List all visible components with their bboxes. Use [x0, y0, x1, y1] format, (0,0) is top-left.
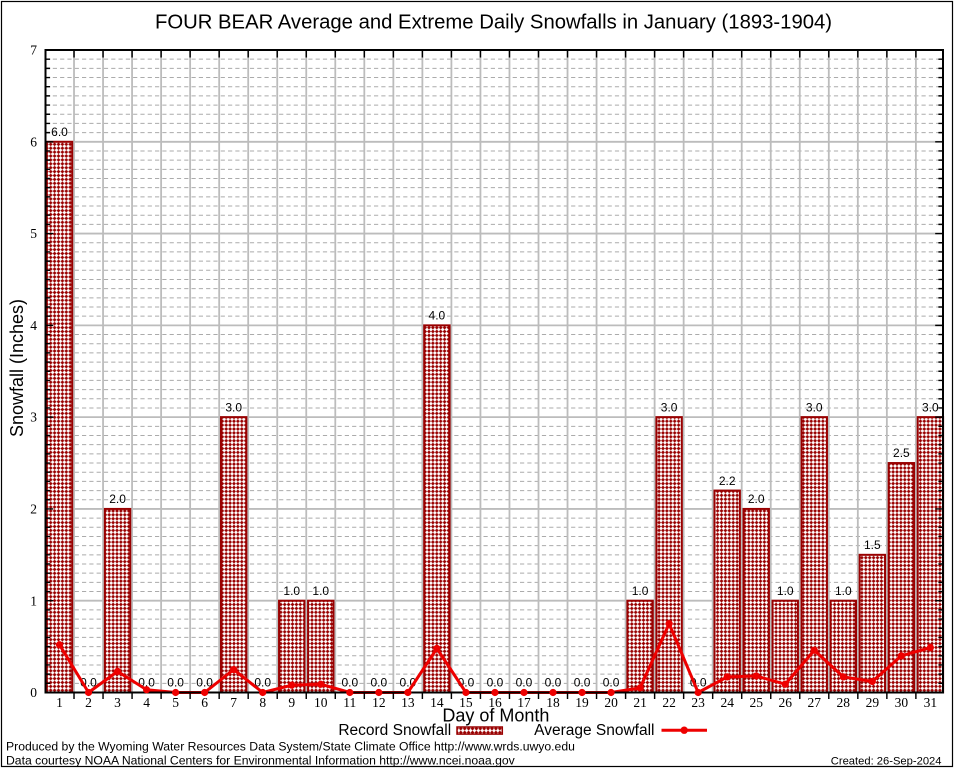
svg-text:5: 5 — [172, 695, 179, 710]
svg-text:18: 18 — [546, 695, 560, 710]
svg-text:16: 16 — [488, 695, 502, 710]
svg-text:30: 30 — [895, 695, 909, 710]
svg-text:28: 28 — [837, 695, 851, 710]
svg-text:Average Snowfall: Average Snowfall — [534, 722, 654, 739]
svg-text:0: 0 — [30, 685, 37, 700]
svg-text:0.0: 0.0 — [603, 676, 620, 690]
svg-text:24: 24 — [720, 695, 734, 710]
svg-text:3.0: 3.0 — [661, 400, 678, 414]
svg-text:1.0: 1.0 — [777, 584, 794, 598]
svg-text:8: 8 — [259, 695, 266, 710]
svg-text:22: 22 — [662, 695, 676, 710]
svg-text:1.0: 1.0 — [632, 584, 649, 598]
svg-text:31: 31 — [924, 695, 938, 710]
svg-text:2.5: 2.5 — [893, 446, 910, 460]
svg-text:13: 13 — [401, 695, 415, 710]
svg-text:4: 4 — [143, 695, 150, 710]
svg-text:7: 7 — [30, 43, 37, 58]
svg-text:11: 11 — [343, 695, 356, 710]
svg-text:29: 29 — [866, 695, 880, 710]
svg-text:Snowfall (Inches): Snowfall (Inches) — [7, 299, 27, 437]
svg-text:Created: 26-Sep-2024: Created: 26-Sep-2024 — [831, 755, 942, 767]
svg-text:4: 4 — [30, 318, 37, 333]
svg-text:9: 9 — [288, 695, 295, 710]
svg-text:1: 1 — [30, 593, 37, 608]
svg-text:19: 19 — [575, 695, 589, 710]
svg-text:3.0: 3.0 — [922, 400, 939, 414]
svg-text:Data courtesy NOAA National Ce: Data courtesy NOAA National Centers for … — [6, 753, 516, 767]
svg-text:12: 12 — [372, 695, 386, 710]
svg-text:25: 25 — [749, 695, 763, 710]
svg-text:5: 5 — [30, 226, 37, 241]
svg-text:23: 23 — [691, 695, 705, 710]
svg-text:1.0: 1.0 — [312, 584, 329, 598]
svg-text:Day of Month: Day of Month — [442, 706, 549, 726]
svg-text:27: 27 — [808, 695, 822, 710]
svg-text:1.5: 1.5 — [864, 538, 881, 552]
svg-text:14: 14 — [430, 695, 444, 710]
svg-text:1.0: 1.0 — [835, 584, 852, 598]
svg-text:Record Snowfall: Record Snowfall — [338, 722, 451, 739]
svg-text:2.0: 2.0 — [748, 492, 765, 506]
svg-text:3: 3 — [114, 695, 121, 710]
svg-text:2.2: 2.2 — [719, 474, 736, 488]
svg-text:3.0: 3.0 — [225, 400, 242, 414]
svg-text:0.0: 0.0 — [545, 676, 562, 690]
svg-text:0.0: 0.0 — [254, 676, 271, 690]
svg-text:1: 1 — [56, 695, 63, 710]
svg-text:7: 7 — [230, 695, 237, 710]
svg-text:6.0: 6.0 — [51, 125, 68, 139]
svg-text:0.0: 0.0 — [341, 676, 358, 690]
svg-text:0.0: 0.0 — [196, 676, 213, 690]
svg-text:2: 2 — [30, 502, 37, 517]
svg-text:Produced by the Wyoming Water: Produced by the Wyoming Water Resources … — [6, 740, 575, 754]
svg-text:6: 6 — [30, 134, 37, 149]
svg-text:0.0: 0.0 — [574, 676, 591, 690]
svg-text:10: 10 — [314, 695, 328, 710]
svg-text:0.0: 0.0 — [370, 676, 387, 690]
svg-text:17: 17 — [517, 695, 531, 710]
svg-text:3: 3 — [30, 410, 37, 425]
svg-text:4.0: 4.0 — [429, 309, 446, 323]
svg-text:1.0: 1.0 — [283, 584, 300, 598]
svg-text:21: 21 — [633, 695, 647, 710]
svg-text:2: 2 — [85, 695, 92, 710]
svg-text:0.0: 0.0 — [167, 676, 184, 690]
svg-text:3.0: 3.0 — [806, 400, 823, 414]
svg-text:15: 15 — [459, 695, 473, 710]
svg-text:20: 20 — [604, 695, 618, 710]
svg-text:26: 26 — [779, 695, 793, 710]
svg-text:0.0: 0.0 — [487, 676, 504, 690]
svg-text:FOUR BEAR Average and Extreme: FOUR BEAR Average and Extreme Daily Snow… — [155, 11, 832, 33]
svg-text:0.0: 0.0 — [516, 676, 533, 690]
svg-text:2.0: 2.0 — [109, 492, 126, 506]
svg-text:6: 6 — [201, 695, 208, 710]
